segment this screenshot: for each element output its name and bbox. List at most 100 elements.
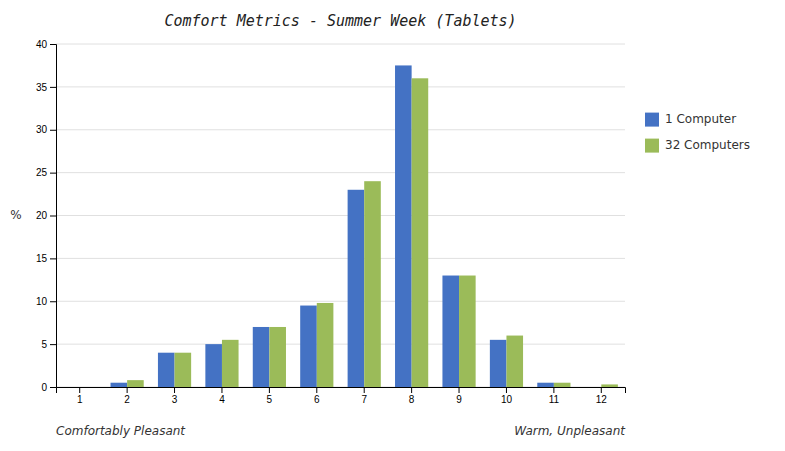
legend-item: 32 Computers (645, 138, 750, 153)
bars (111, 65, 618, 387)
x-tick: 4 (219, 387, 225, 405)
grid-line (56, 301, 625, 302)
grid-line (56, 258, 625, 259)
bar (175, 353, 192, 387)
bar (537, 383, 554, 387)
grid (56, 44, 625, 387)
x-tick-label: 12 (596, 394, 608, 405)
x-tick-mark (553, 387, 554, 393)
bar (395, 65, 412, 387)
bar (300, 306, 317, 387)
x-tick: 10 (501, 387, 513, 405)
x-axis-line (57, 388, 626, 394)
y-tick: 10 (36, 296, 56, 307)
bar (80, 387, 97, 388)
bar (63, 387, 80, 388)
bar (554, 383, 571, 387)
grid-line (56, 215, 625, 216)
x-tick: 6 (314, 387, 320, 405)
x-tick-mark (506, 387, 507, 393)
x-tick-label: 10 (501, 394, 513, 405)
x-tick-mark (459, 387, 460, 393)
grid-line (56, 172, 625, 173)
x-tick-mark (174, 387, 175, 393)
y-tick: 20 (36, 210, 56, 221)
bar (111, 383, 128, 387)
x-tick-label: 1 (77, 394, 83, 405)
x-tick: 5 (267, 387, 273, 405)
bar (364, 181, 381, 387)
x-tick: 7 (361, 387, 367, 405)
x-tick-label: 3 (172, 394, 178, 405)
y-tick-label: 0 (41, 382, 47, 393)
annotation: Comfortably Pleasant (56, 424, 186, 438)
bar (442, 276, 459, 387)
grid-line (56, 86, 625, 87)
y-axis: 0 5 10 15 20 25 30 35 40 (36, 39, 57, 393)
chart-svg: 1234567891011120510152025303540%Comfort … (0, 0, 785, 451)
y-tick-label: 10 (36, 296, 48, 307)
y-tick: 0 (41, 382, 56, 393)
x-axis: 123456789101112 (57, 387, 626, 405)
y-axis-line (50, 45, 57, 388)
bar (269, 327, 286, 387)
legend-swatch (645, 139, 659, 153)
x-tick: 2 (124, 387, 130, 405)
legend-swatch (645, 113, 659, 127)
bar (253, 327, 270, 387)
x-tick-mark (316, 387, 317, 393)
grid-line (56, 344, 625, 345)
bar (601, 384, 618, 387)
legend: 1 Computer 32 Computers (645, 112, 750, 153)
annotation: Warm, Unpleasant (514, 424, 626, 438)
legend-label: 32 Computers (665, 138, 750, 152)
bar (205, 344, 222, 387)
x-tick-mark (411, 387, 412, 393)
x-tick-label: 7 (361, 394, 367, 405)
y-tick-label: 35 (36, 82, 48, 93)
chart-title: Comfort Metrics - Summer Week (Tablets) (164, 12, 516, 30)
y-tick: 40 (36, 39, 56, 50)
x-tick: 12 (596, 387, 608, 405)
bar (158, 353, 175, 387)
grid-line (56, 44, 625, 45)
bar (317, 303, 334, 387)
y-tick-mark (50, 173, 56, 174)
y-axis-label: % (10, 208, 21, 222)
x-tick-mark (221, 387, 222, 393)
bar (348, 190, 365, 387)
y-tick-label: 15 (36, 253, 48, 264)
y-tick: 5 (41, 339, 56, 350)
x-tick-label: 4 (219, 394, 225, 405)
y-tick-mark (50, 301, 56, 302)
x-tick-mark (127, 387, 128, 393)
y-tick-label: 30 (36, 124, 48, 135)
bar (127, 380, 144, 387)
chart-container: 1234567891011120510152025303540%Comfort … (0, 0, 785, 451)
y-tick: 25 (36, 167, 56, 178)
bar (585, 387, 602, 388)
y-tick: 30 (36, 124, 56, 135)
bar-series (111, 65, 554, 387)
y-tick-mark (50, 87, 56, 88)
bar (490, 340, 507, 387)
y-tick: 15 (36, 253, 56, 264)
y-tick: 35 (36, 82, 56, 93)
legend-label: 1 Computer (665, 112, 736, 126)
grid-line (56, 129, 625, 130)
x-tick-mark (79, 387, 80, 393)
x-tick-label: 5 (267, 394, 273, 405)
x-tick-mark (269, 387, 270, 393)
y-tick-mark (50, 44, 56, 45)
y-tick-label: 20 (36, 210, 48, 221)
x-tick: 11 (549, 387, 560, 405)
bar (412, 78, 429, 387)
bar (459, 276, 476, 387)
x-tick-label: 2 (124, 394, 130, 405)
x-tick-mark (364, 387, 365, 393)
x-tick: 9 (456, 387, 462, 405)
y-tick-mark (50, 387, 56, 388)
x-tick-label: 9 (456, 394, 462, 405)
x-tick-label: 8 (409, 394, 415, 405)
x-tick: 1 (77, 387, 83, 405)
